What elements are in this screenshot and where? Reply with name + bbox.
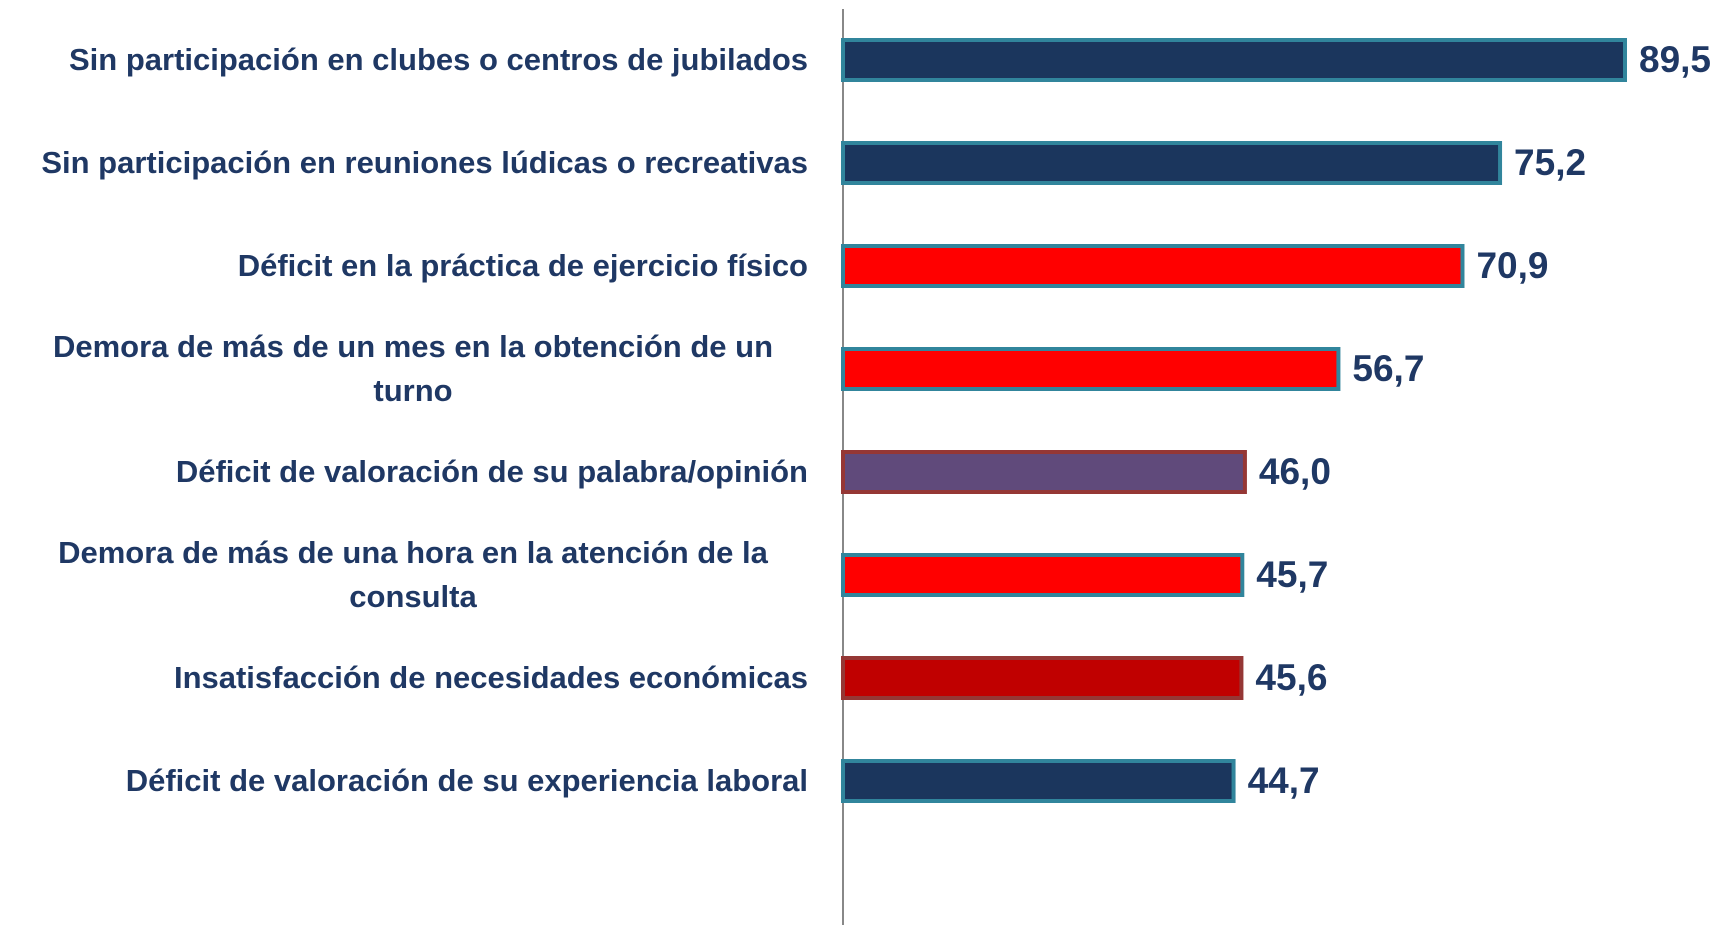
- bar: [841, 38, 1627, 82]
- value-label: 44,7: [1248, 760, 1320, 801]
- category-label: Insatisfacción de necesidades económicas: [173, 660, 808, 695]
- bar: [841, 244, 1465, 288]
- category-label: Déficit de valoración de su experiencia …: [125, 763, 808, 798]
- bar: [841, 450, 1247, 494]
- value-label: 89,5: [1639, 39, 1711, 80]
- category-label-box: Insatisfacción de necesidades económicas: [0, 656, 808, 700]
- category-label: Sin participación en clubes o centros de…: [69, 42, 808, 77]
- category-label-box: Déficit de valoración de su palabra/opin…: [0, 450, 808, 494]
- value-label: 75,2: [1514, 142, 1586, 183]
- bar: [841, 553, 1245, 597]
- category-label-box: Déficit de valoración de su experiencia …: [0, 759, 808, 803]
- category-label: Demora de más de un mes en la obtención …: [52, 329, 774, 408]
- category-label: Déficit de valoración de su palabra/opin…: [175, 454, 808, 489]
- value-label: 46,0: [1259, 451, 1331, 492]
- bar: [841, 141, 1503, 185]
- category-label: Demora de más de una hora en la atención…: [58, 535, 768, 614]
- bar: [841, 347, 1341, 391]
- value-label: 45,6: [1255, 657, 1327, 698]
- category-label: Sin participación en reuniones lúdicas o…: [41, 145, 808, 180]
- category-label-box: Demora de más de una hora en la atención…: [0, 531, 808, 619]
- bar: [841, 656, 1244, 700]
- category-label-box: Sin participación en reuniones lúdicas o…: [0, 141, 808, 185]
- category-label: Déficit en la práctica de ejercicio físi…: [237, 248, 808, 283]
- category-label-box: Sin participación en clubes o centros de…: [0, 38, 808, 82]
- value-label: 56,7: [1352, 348, 1424, 389]
- bar: [841, 759, 1236, 803]
- category-label-box: Déficit en la práctica de ejercicio físi…: [0, 244, 808, 288]
- value-label: 70,9: [1476, 245, 1548, 286]
- value-label: 45,7: [1256, 554, 1328, 595]
- category-label-box: Demora de más de un mes en la obtención …: [0, 325, 808, 413]
